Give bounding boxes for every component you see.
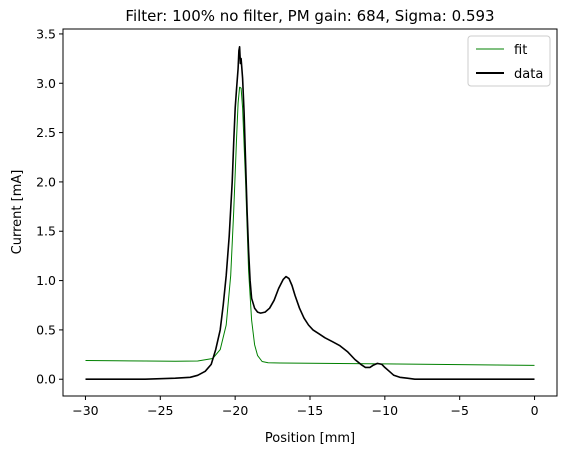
series-line-data <box>85 45 535 381</box>
x-tick-label: −10 <box>372 403 398 418</box>
y-tick-label: 2.5 <box>36 125 56 140</box>
legend-fit-label: fit <box>514 43 527 58</box>
x-tick-label: −20 <box>222 403 248 418</box>
y-tick-label: 1.0 <box>36 273 56 288</box>
chart-title: Filter: 100% no filter, PM gain: 684, Si… <box>125 7 494 25</box>
y-tick-label: 1.5 <box>36 224 56 239</box>
x-tick-label: 0 <box>531 403 539 418</box>
y-axis-label: Current [mA] <box>10 170 25 255</box>
legend: fit data <box>467 35 551 87</box>
x-tick-label: −30 <box>72 403 98 418</box>
x-tick-label: −15 <box>297 403 323 418</box>
series-layer <box>85 45 535 381</box>
x-tick-label: −5 <box>450 403 468 418</box>
legend-data-label: data <box>514 67 543 82</box>
y-axis: 0.0 0.5 1.0 1.5 2.0 2.5 3.0 3.5 <box>36 26 63 387</box>
y-tick-label: 0.5 <box>36 322 56 337</box>
series-line-fit <box>85 86 535 366</box>
x-tick-label: −25 <box>147 403 173 418</box>
y-tick-label: 3.5 <box>36 26 56 41</box>
x-axis-label: Position [mm] <box>265 431 355 446</box>
x-axis: −30 −25 −20 −15 −10 −5 0 <box>72 396 539 418</box>
y-tick-label: 3.0 <box>36 76 56 91</box>
y-tick-label: 2.0 <box>36 174 56 189</box>
y-tick-label: 0.0 <box>36 372 56 387</box>
